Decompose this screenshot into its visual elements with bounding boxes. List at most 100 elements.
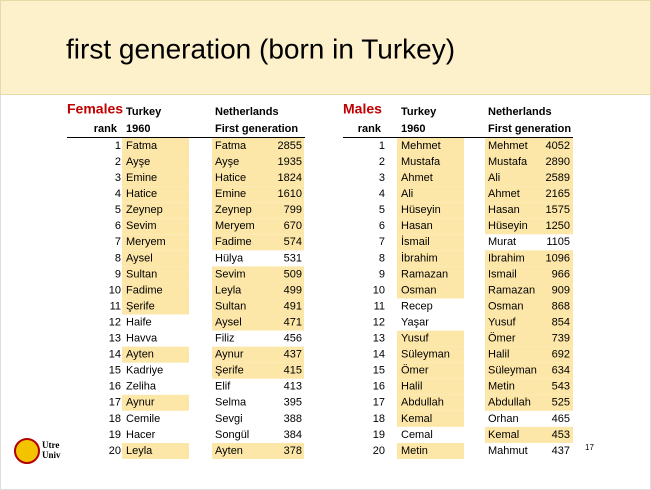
rank-cell: 14 (373, 349, 385, 361)
rank-cell: 18 (373, 413, 385, 425)
highlight (485, 138, 573, 154)
rank-cell: 16 (373, 381, 385, 393)
highlight (212, 234, 304, 251)
rank-cell: 4 (379, 188, 385, 200)
column-header: Turkey (401, 106, 437, 118)
name-cell: Emine (215, 188, 246, 200)
count-cell: 437 (552, 445, 570, 457)
count-cell: 499 (284, 284, 302, 296)
highlight (122, 154, 189, 171)
rank-cell: 16 (109, 381, 121, 393)
highlight (397, 330, 464, 347)
name-cell: Mehmet (401, 140, 441, 152)
name-cell: Sevim (126, 220, 157, 232)
table-label: Males (343, 101, 382, 117)
highlight (397, 234, 464, 251)
name-cell: Ahmet (488, 188, 520, 200)
count-cell: 384 (284, 429, 302, 441)
count-cell: 413 (284, 381, 302, 393)
rank-cell: 13 (373, 333, 385, 345)
highlight (212, 314, 304, 331)
name-cell: Songül (215, 429, 249, 441)
count-cell: 525 (552, 397, 570, 409)
name-cell: Sevim (215, 268, 246, 280)
name-cell: Metin (488, 381, 515, 393)
logo-text: Univ (42, 450, 61, 460)
highlight (122, 170, 189, 187)
name-cell: Leyla (215, 284, 242, 296)
count-cell: 388 (284, 413, 302, 425)
column-header: 1960 (401, 123, 425, 135)
name-cell: Ayşe (126, 156, 150, 168)
name-cell: Fatma (126, 140, 158, 152)
highlight (122, 298, 189, 315)
name-cell: Elif (215, 381, 231, 393)
highlight (397, 282, 464, 299)
rank-cell: 9 (115, 268, 121, 280)
name-cell: Meryem (215, 220, 255, 232)
highlight (485, 314, 573, 331)
rank-cell: 11 (374, 300, 385, 312)
count-cell: 2589 (546, 172, 570, 184)
name-cell: Fadime (126, 284, 163, 296)
name-cell: Ayşe (215, 156, 239, 168)
highlight (397, 346, 464, 363)
highlight (212, 138, 304, 154)
name-cell: Hacer (126, 429, 156, 441)
name-cell: Şerife (126, 300, 155, 312)
name-cell: Cemile (126, 413, 160, 425)
count-cell: 634 (552, 365, 570, 377)
name-cell: Abdullah (488, 397, 531, 409)
highlight (212, 154, 304, 171)
rank-cell: 14 (109, 349, 121, 361)
highlight (122, 138, 189, 154)
highlight (122, 282, 189, 299)
name-cell: Kadriye (126, 365, 163, 377)
highlight (485, 362, 573, 379)
rank-cell: 12 (373, 316, 385, 328)
highlight (397, 442, 464, 459)
rank-cell: 6 (115, 220, 121, 232)
rank-cell: 10 (109, 284, 121, 296)
count-cell: 1575 (546, 204, 570, 216)
name-cell: Aynur (215, 349, 244, 361)
name-cell: İbrahim (401, 251, 438, 264)
title-band (0, 0, 651, 95)
highlight (212, 170, 304, 187)
rank-cell: 6 (379, 220, 385, 232)
count-cell: 670 (284, 220, 302, 232)
name-cell: Zeynep (126, 204, 163, 216)
highlight (212, 362, 304, 379)
highlight (485, 186, 573, 203)
highlight (122, 250, 189, 267)
name-cell: Sultan (215, 300, 246, 312)
rank-cell: 7 (115, 236, 121, 248)
highlight (122, 234, 189, 251)
highlight (485, 154, 573, 171)
highlight (212, 266, 304, 283)
name-cell: Metin (401, 445, 428, 457)
highlight (485, 202, 573, 219)
rank-cell: 11 (110, 300, 121, 312)
highlight (397, 378, 464, 395)
count-cell: 2855 (278, 140, 302, 152)
count-cell: 491 (284, 300, 302, 312)
name-cell: Orhan (488, 413, 519, 425)
name-cell: Aynur (126, 397, 155, 409)
column-header: rank (358, 123, 382, 135)
name-cell: Yaşar (401, 316, 429, 328)
column-header: Netherlands (215, 106, 279, 118)
name-cell: Fadime (215, 236, 252, 248)
name-cell: Kemal (488, 429, 519, 441)
highlight (397, 202, 464, 219)
highlight (122, 394, 189, 411)
count-cell: 966 (552, 268, 570, 280)
name-cell: Mehmet (488, 140, 528, 152)
name-cell: Hülya (215, 252, 244, 264)
rank-cell: 3 (379, 172, 385, 184)
highlight (122, 442, 189, 459)
count-cell: 868 (552, 300, 570, 312)
count-cell: 4052 (546, 140, 570, 152)
name-cell: Emine (126, 172, 157, 184)
